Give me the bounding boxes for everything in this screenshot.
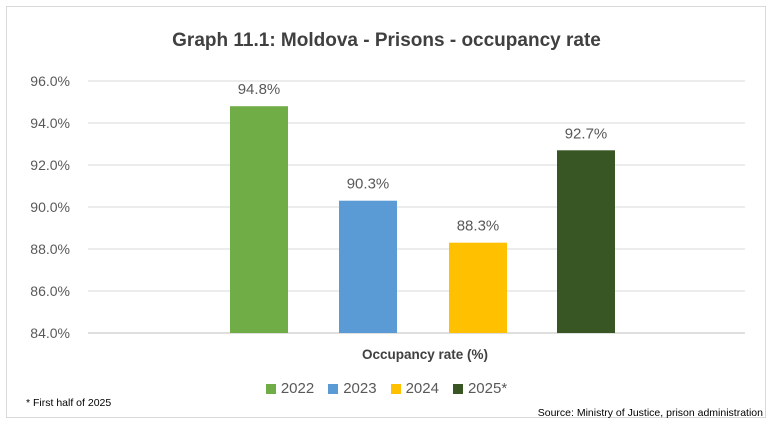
bar-2024 (449, 242, 507, 333)
legend-swatch (390, 383, 401, 394)
legend-swatch (265, 383, 276, 394)
legend-swatch (452, 383, 463, 394)
y-tick-label: 90.0% (30, 199, 70, 215)
footnote: * First half of 2025 (26, 397, 112, 409)
legend-label: 2024 (405, 380, 439, 397)
source-note: Source: Ministry of Justice, prison admi… (537, 407, 763, 419)
bar-2023 (339, 200, 397, 333)
legend-swatch (328, 383, 339, 394)
data-label: 92.7% (565, 125, 608, 142)
y-tick-label: 96.0% (30, 73, 70, 89)
chart-title: Graph 11.1: Moldova - Prisons - occupanc… (172, 30, 601, 51)
bar-2022 (230, 106, 288, 333)
legend-item: 2024 (390, 380, 439, 397)
legend-label: 2023 (343, 380, 377, 397)
data-label: 94.8% (238, 81, 281, 98)
y-tick-label: 92.0% (30, 157, 70, 173)
y-tick-label: 86.0% (30, 283, 70, 299)
legend-item: 2023 (328, 380, 377, 397)
y-tick-label: 88.0% (30, 241, 70, 257)
legend-item: 2025* (452, 380, 508, 397)
data-label: 90.3% (347, 176, 390, 193)
legend-item: 2022 (265, 380, 315, 397)
y-tick-label: 84.0% (30, 325, 70, 341)
legend: 2022 2023 2024 2025* (0, 380, 773, 397)
y-tick-label: 94.0% (30, 115, 70, 131)
legend-label: 2022 (280, 380, 315, 397)
legend-label: 2025* (467, 380, 508, 397)
bar-2025 (557, 150, 615, 333)
x-axis-label: Occupancy rate (%) (361, 347, 489, 362)
data-label: 88.3% (457, 218, 500, 235)
